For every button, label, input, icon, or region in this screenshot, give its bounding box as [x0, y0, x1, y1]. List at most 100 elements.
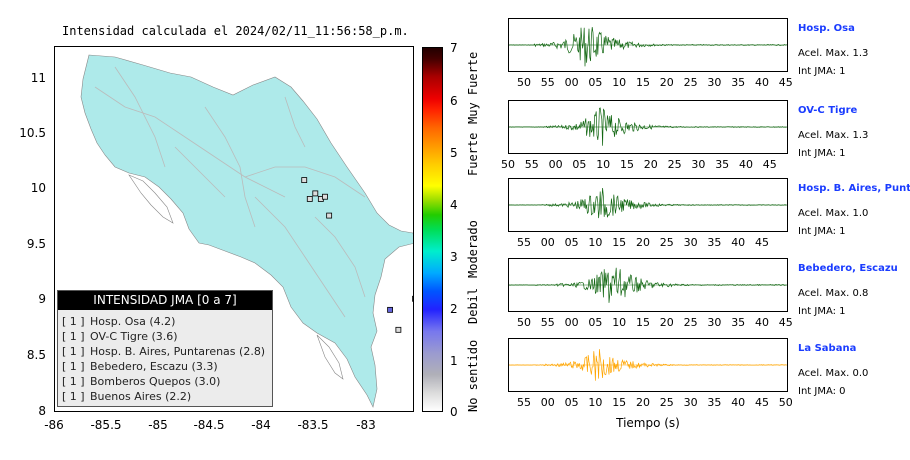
time-tick-label: 50	[517, 316, 531, 329]
map-x-tick: -84.5	[193, 418, 225, 432]
map-x-tick: -85	[148, 418, 168, 432]
trace-station-name: Hosp. B. Aires, Puntare	[798, 183, 910, 194]
map-x-tick: -85.5	[90, 418, 122, 432]
legend-station: Bomberos Quepos (3.0)	[90, 375, 221, 388]
station-marker[interactable]	[326, 212, 333, 219]
time-tick-label: 35	[707, 396, 722, 409]
trace-max-accel: Acel. Max. 1.3	[798, 130, 869, 141]
time-tick-label: 50	[517, 76, 531, 89]
trace-jma-intensity: Int JMA: 1	[798, 306, 846, 317]
legend-intensity: [ 1 ]	[62, 330, 85, 343]
waveform	[509, 349, 787, 381]
trace-panel	[508, 338, 788, 392]
legend-row: [ 1 ] Hosp. Osa (4.2)	[58, 314, 272, 329]
osa-gulf-water	[316, 334, 344, 380]
map-x-tick: -83	[356, 418, 376, 432]
map-x-tick: -84	[251, 418, 271, 432]
legend-intensity: [ 1 ]	[62, 315, 85, 328]
map-canvas	[80, 54, 415, 408]
time-tick-label: 20	[636, 236, 650, 249]
time-tick-label: 30	[683, 396, 698, 409]
station-marker[interactable]	[312, 190, 319, 197]
time-tick-label: 35	[707, 236, 722, 249]
time-tick-label: 20	[659, 316, 674, 329]
time-tick-label: 15	[612, 236, 627, 249]
time-tick-label: 45	[778, 316, 793, 329]
time-tick-label: 15	[620, 158, 634, 171]
trace-station-name: Bebedero, Escazu	[798, 263, 898, 274]
legend-title: INTENSIDAD JMA [0 a 7]	[58, 291, 272, 310]
legend-station: Buenos Aires (2.2)	[90, 390, 192, 403]
legend-intensity: [ 1 ]	[62, 390, 85, 403]
time-tick-label: 15	[636, 76, 650, 89]
colorbar-label-fuerte: Fuerte	[466, 132, 480, 176]
waveform	[508, 267, 787, 303]
colorbar-tick: 4	[450, 198, 458, 212]
time-tick-label: 25	[659, 236, 674, 249]
legend-station: Hosp. Osa (4.2)	[90, 315, 176, 328]
legend-station: Hosp. B. Aires, Puntarenas (2.8)	[90, 345, 266, 358]
trace-panel	[508, 258, 788, 312]
colorbar-tick: 2	[450, 302, 458, 316]
time-tick-label: 00	[564, 316, 579, 329]
station-marker[interactable]	[306, 196, 313, 202]
time-tick-label: 45	[762, 158, 777, 171]
colorbar-tick: 0	[450, 405, 458, 419]
trace-jma-intensity: Int JMA: 1	[798, 226, 846, 237]
time-tick-label: 25	[667, 158, 682, 171]
map-title: Intensidad calculada el 2024/02/11_11:56…	[62, 24, 409, 38]
time-tick-label: 20	[659, 76, 674, 89]
trace-panel	[508, 178, 788, 232]
station-markers	[301, 177, 415, 333]
station-marker[interactable]	[395, 326, 402, 333]
map-x-tick: -83.5	[297, 418, 329, 432]
trace-max-accel: Acel. Max. 0.0	[798, 368, 869, 379]
legend-row: [ 1 ] Bebedero, Escazu (3.3)	[58, 359, 272, 374]
trace-station-name: OV-C Tigre	[798, 105, 858, 116]
time-tick-label: 00	[540, 396, 555, 409]
trace-max-accel: Acel. Max. 0.8	[798, 288, 869, 299]
time-tick-label: 10	[612, 76, 627, 89]
time-tick-label: 35	[731, 316, 746, 329]
time-tick-label: 10	[588, 236, 603, 249]
time-tick-label: 40	[731, 236, 746, 249]
colorbar-label-moderado: Moderado	[466, 220, 480, 278]
time-tick-label: 35	[731, 76, 746, 89]
map-y-tick: 10.5	[19, 126, 46, 140]
waveform-trace	[508, 107, 787, 146]
intensity-legend: INTENSIDAD JMA [0 a 7] [ 1 ] Hosp. Osa (4…	[57, 290, 273, 407]
station-marker[interactable]	[322, 193, 328, 200]
waveform-trace	[509, 349, 787, 381]
waveform	[508, 187, 787, 219]
station-marker[interactable]	[412, 295, 415, 302]
time-tick-label: 55	[540, 76, 555, 89]
legend-row: [ 1 ] Hosp. B. Aires, Puntarenas (2.8)	[58, 344, 272, 359]
legend-intensity: [ 1 ]	[62, 345, 85, 358]
time-tick-label: 10	[612, 316, 627, 329]
time-tick-label: 10	[588, 396, 603, 409]
time-tick-label: 50	[778, 396, 793, 409]
station-marker[interactable]	[301, 177, 308, 183]
time-tick-label: 40	[755, 76, 769, 89]
time-axis-label: Tiempo (s)	[616, 416, 680, 430]
time-tick-label: 30	[707, 316, 722, 329]
trace-jma-intensity: Int JMA: 0	[798, 386, 846, 397]
time-tick-label: 05	[588, 76, 603, 89]
costa-rica-shape	[80, 54, 413, 408]
trace-jma-intensity: Int JMA: 1	[798, 148, 846, 159]
time-tick-label: 05	[588, 316, 603, 329]
time-tick-label: 15	[636, 316, 650, 329]
costa-rica-land	[80, 54, 413, 408]
station-marker[interactable]	[387, 306, 393, 313]
map-y-tick: 8.5	[26, 348, 46, 362]
waveform-trace	[508, 187, 787, 219]
time-tick-label: 10	[596, 158, 611, 171]
time-tick-label: 25	[659, 396, 674, 409]
time-tick-label: 45	[755, 396, 769, 409]
colorbar-tick: 1	[450, 354, 458, 368]
time-tick-label: 05	[564, 396, 579, 409]
map-y-tick: 11	[30, 71, 46, 85]
waveform-trace	[509, 27, 787, 67]
time-tick-label: 40	[739, 158, 753, 171]
intensity-colorbar	[422, 47, 443, 412]
